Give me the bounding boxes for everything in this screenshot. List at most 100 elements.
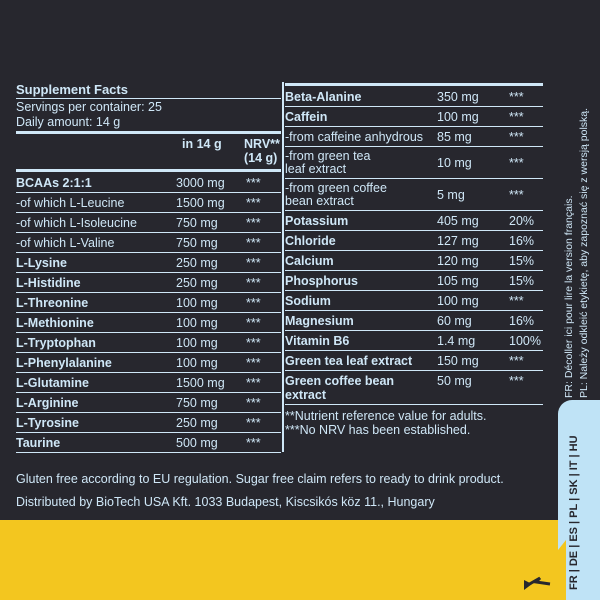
- nutrient-name: Chloride: [285, 234, 336, 248]
- nutrient-nrv: ***: [509, 130, 524, 144]
- nutrient-name: L-Tryptophan: [16, 336, 96, 350]
- nutrient-name: Beta-Alanine: [285, 90, 362, 104]
- nutrient-name: -from green tea leaf extract: [285, 150, 437, 176]
- nutrient-amount: 150 mg: [437, 354, 479, 368]
- nutrient-amount: 350 mg: [437, 90, 479, 104]
- nutrient-row: L-Glutamine 1500 mg ***: [16, 373, 281, 393]
- nutrient-name-line: bean extract: [285, 194, 354, 208]
- nutrient-name: Phosphorus: [285, 274, 358, 288]
- nutrient-amount: 1.4 mg: [437, 334, 476, 348]
- nutrient-nrv: ***: [509, 156, 524, 170]
- nutrient-row: Calcium 120 mg 15%: [285, 251, 543, 271]
- nutrient-nrv: ***: [246, 196, 261, 210]
- footnote-no-nrv: ***No NRV has been established.: [285, 423, 471, 437]
- table-header: in 14 g NRV** (14 g): [16, 135, 281, 168]
- daily-amount: Daily amount: 14 g: [16, 115, 121, 129]
- nutrient-amount: 120 mg: [437, 254, 479, 268]
- nutrient-amount: 1500 mg: [176, 376, 225, 390]
- nutrient-name: Green coffee bean extract: [285, 374, 395, 402]
- nutrient-name: L-Phenylalanine: [16, 356, 112, 370]
- nutrient-amount: 750 mg: [176, 236, 218, 250]
- nutrient-row: Phosphorus 105 mg 15%: [285, 271, 543, 291]
- supplement-facts-left: Supplement Facts Servings per container:…: [16, 82, 281, 453]
- nutrient-row: L-Phenylalanine 100 mg ***: [16, 353, 281, 373]
- nutrient-name: Green tea leaf extract: [285, 354, 413, 368]
- nutrient-amount: 5 mg: [437, 188, 465, 202]
- nutrient-row: Beta-Alanine 350 mg ***: [285, 87, 543, 107]
- nutrient-nrv: 16%: [509, 234, 535, 248]
- nutrient-nrv: ***: [246, 256, 261, 270]
- nutrient-name: -of which L-Valine: [16, 236, 115, 250]
- nutrient-amount: 60 mg: [437, 314, 472, 328]
- nutrient-row: Chloride 127 mg 16%: [285, 231, 543, 251]
- nutrient-nrv: ***: [246, 416, 261, 430]
- supplement-facts-title: Supplement Facts: [16, 82, 128, 97]
- nutrient-nrv: ***: [246, 336, 261, 350]
- nutrient-name: Potassium: [285, 214, 349, 228]
- nutrient-row: Vitamin B6 1.4 mg 100%: [285, 331, 543, 351]
- nutrient-name: Sodium: [285, 294, 331, 308]
- nutrient-row: Caffein 100 mg ***: [285, 107, 543, 127]
- nutrient-name: L-Glutamine: [16, 376, 89, 390]
- nutrient-name: -from green coffee bean extract: [285, 182, 437, 208]
- nutrient-name: Calcium: [285, 254, 334, 268]
- nutrient-amount: 250 mg: [176, 276, 218, 290]
- nutrient-amount: 405 mg: [437, 214, 479, 228]
- nutrient-row: -from green coffee bean extract 5 mg ***: [285, 179, 543, 211]
- nutrient-row: L-Threonine 100 mg ***: [16, 293, 281, 313]
- nutrient-nrv: ***: [509, 188, 524, 202]
- nutrient-row: L-Lysine 250 mg ***: [16, 253, 281, 273]
- nutrient-row: Taurine 500 mg ***: [16, 433, 281, 453]
- nutrient-amount: 105 mg: [437, 274, 479, 288]
- nutrient-name: Magnesium: [285, 314, 354, 328]
- nutrient-row: -of which L-Isoleucine 750 mg ***: [16, 213, 281, 233]
- nutrient-amount: 500 mg: [176, 436, 218, 450]
- nutrient-nrv: ***: [509, 90, 524, 104]
- nutrient-amount: 100 mg: [437, 110, 479, 124]
- nutrient-amount: 750 mg: [176, 396, 218, 410]
- label-background: [0, 0, 558, 520]
- nutrient-amount: 50 mg: [437, 374, 472, 388]
- nutrient-name: -from caffeine anhydrous: [285, 130, 424, 144]
- nutrient-row: Magnesium 60 mg 16%: [285, 311, 543, 331]
- side-strip: [558, 0, 600, 440]
- nutrient-nrv: 15%: [509, 274, 535, 288]
- nutrient-name: L-Methionine: [16, 316, 94, 330]
- gluten-statement: Gluten free according to EU regulation. …: [16, 472, 504, 486]
- nutrient-name: BCAAs 2:1:1: [16, 176, 92, 190]
- column-divider: [282, 82, 284, 452]
- peel-arrow-icon: [518, 540, 566, 600]
- nutrient-nrv: 100%: [509, 334, 541, 348]
- nutrient-nrv: ***: [246, 276, 261, 290]
- nutrient-name-line: -from green tea: [285, 149, 371, 163]
- nutrient-row: L-Tyrosine 250 mg ***: [16, 413, 281, 433]
- nutrient-amount: 127 mg: [437, 234, 479, 248]
- nutrient-amount: 100 mg: [437, 294, 479, 308]
- nutrient-row: -from green tea leaf extract 10 mg ***: [285, 147, 543, 179]
- nutrient-amount: 100 mg: [176, 316, 218, 330]
- nutrient-row: -of which L-Leucine 1500 mg ***: [16, 193, 281, 213]
- nutrient-name: L-Arginine: [16, 396, 79, 410]
- nutrient-nrv: 15%: [509, 254, 535, 268]
- nutrient-nrv: ***: [246, 376, 261, 390]
- nutrient-nrv: ***: [246, 296, 261, 310]
- nutrient-amount: 100 mg: [176, 296, 218, 310]
- nutrient-row: Sodium 100 mg ***: [285, 291, 543, 311]
- nutrient-row: Potassium 405 mg 20%: [285, 211, 543, 231]
- language-list: FR | DE | ES | PL | SK | IT | HU: [568, 435, 580, 590]
- nutrient-row: L-Tryptophan 100 mg ***: [16, 333, 281, 353]
- nutrient-nrv: ***: [246, 216, 261, 230]
- nutrient-amount: 10 mg: [437, 156, 472, 170]
- nutrient-name: L-Threonine: [16, 296, 89, 310]
- nutrient-nrv: ***: [509, 110, 524, 124]
- polish-peel-note: PL: Należy odkleić etykietę, aby zapozna…: [578, 107, 590, 398]
- nutrient-amount: 1500 mg: [176, 196, 225, 210]
- nutrient-amount: 100 mg: [176, 336, 218, 350]
- nrv-header-serving: (14 g): [244, 151, 278, 165]
- nutrient-nrv: ***: [246, 436, 261, 450]
- nutrient-nrv: ***: [246, 236, 261, 250]
- footnote-nrv: **Nutrient reference value for adults.: [285, 409, 487, 423]
- nutrient-name: Caffein: [285, 110, 328, 124]
- nutrient-name-line: -from green coffee: [285, 181, 387, 195]
- nutrient-amount: 100 mg: [176, 356, 218, 370]
